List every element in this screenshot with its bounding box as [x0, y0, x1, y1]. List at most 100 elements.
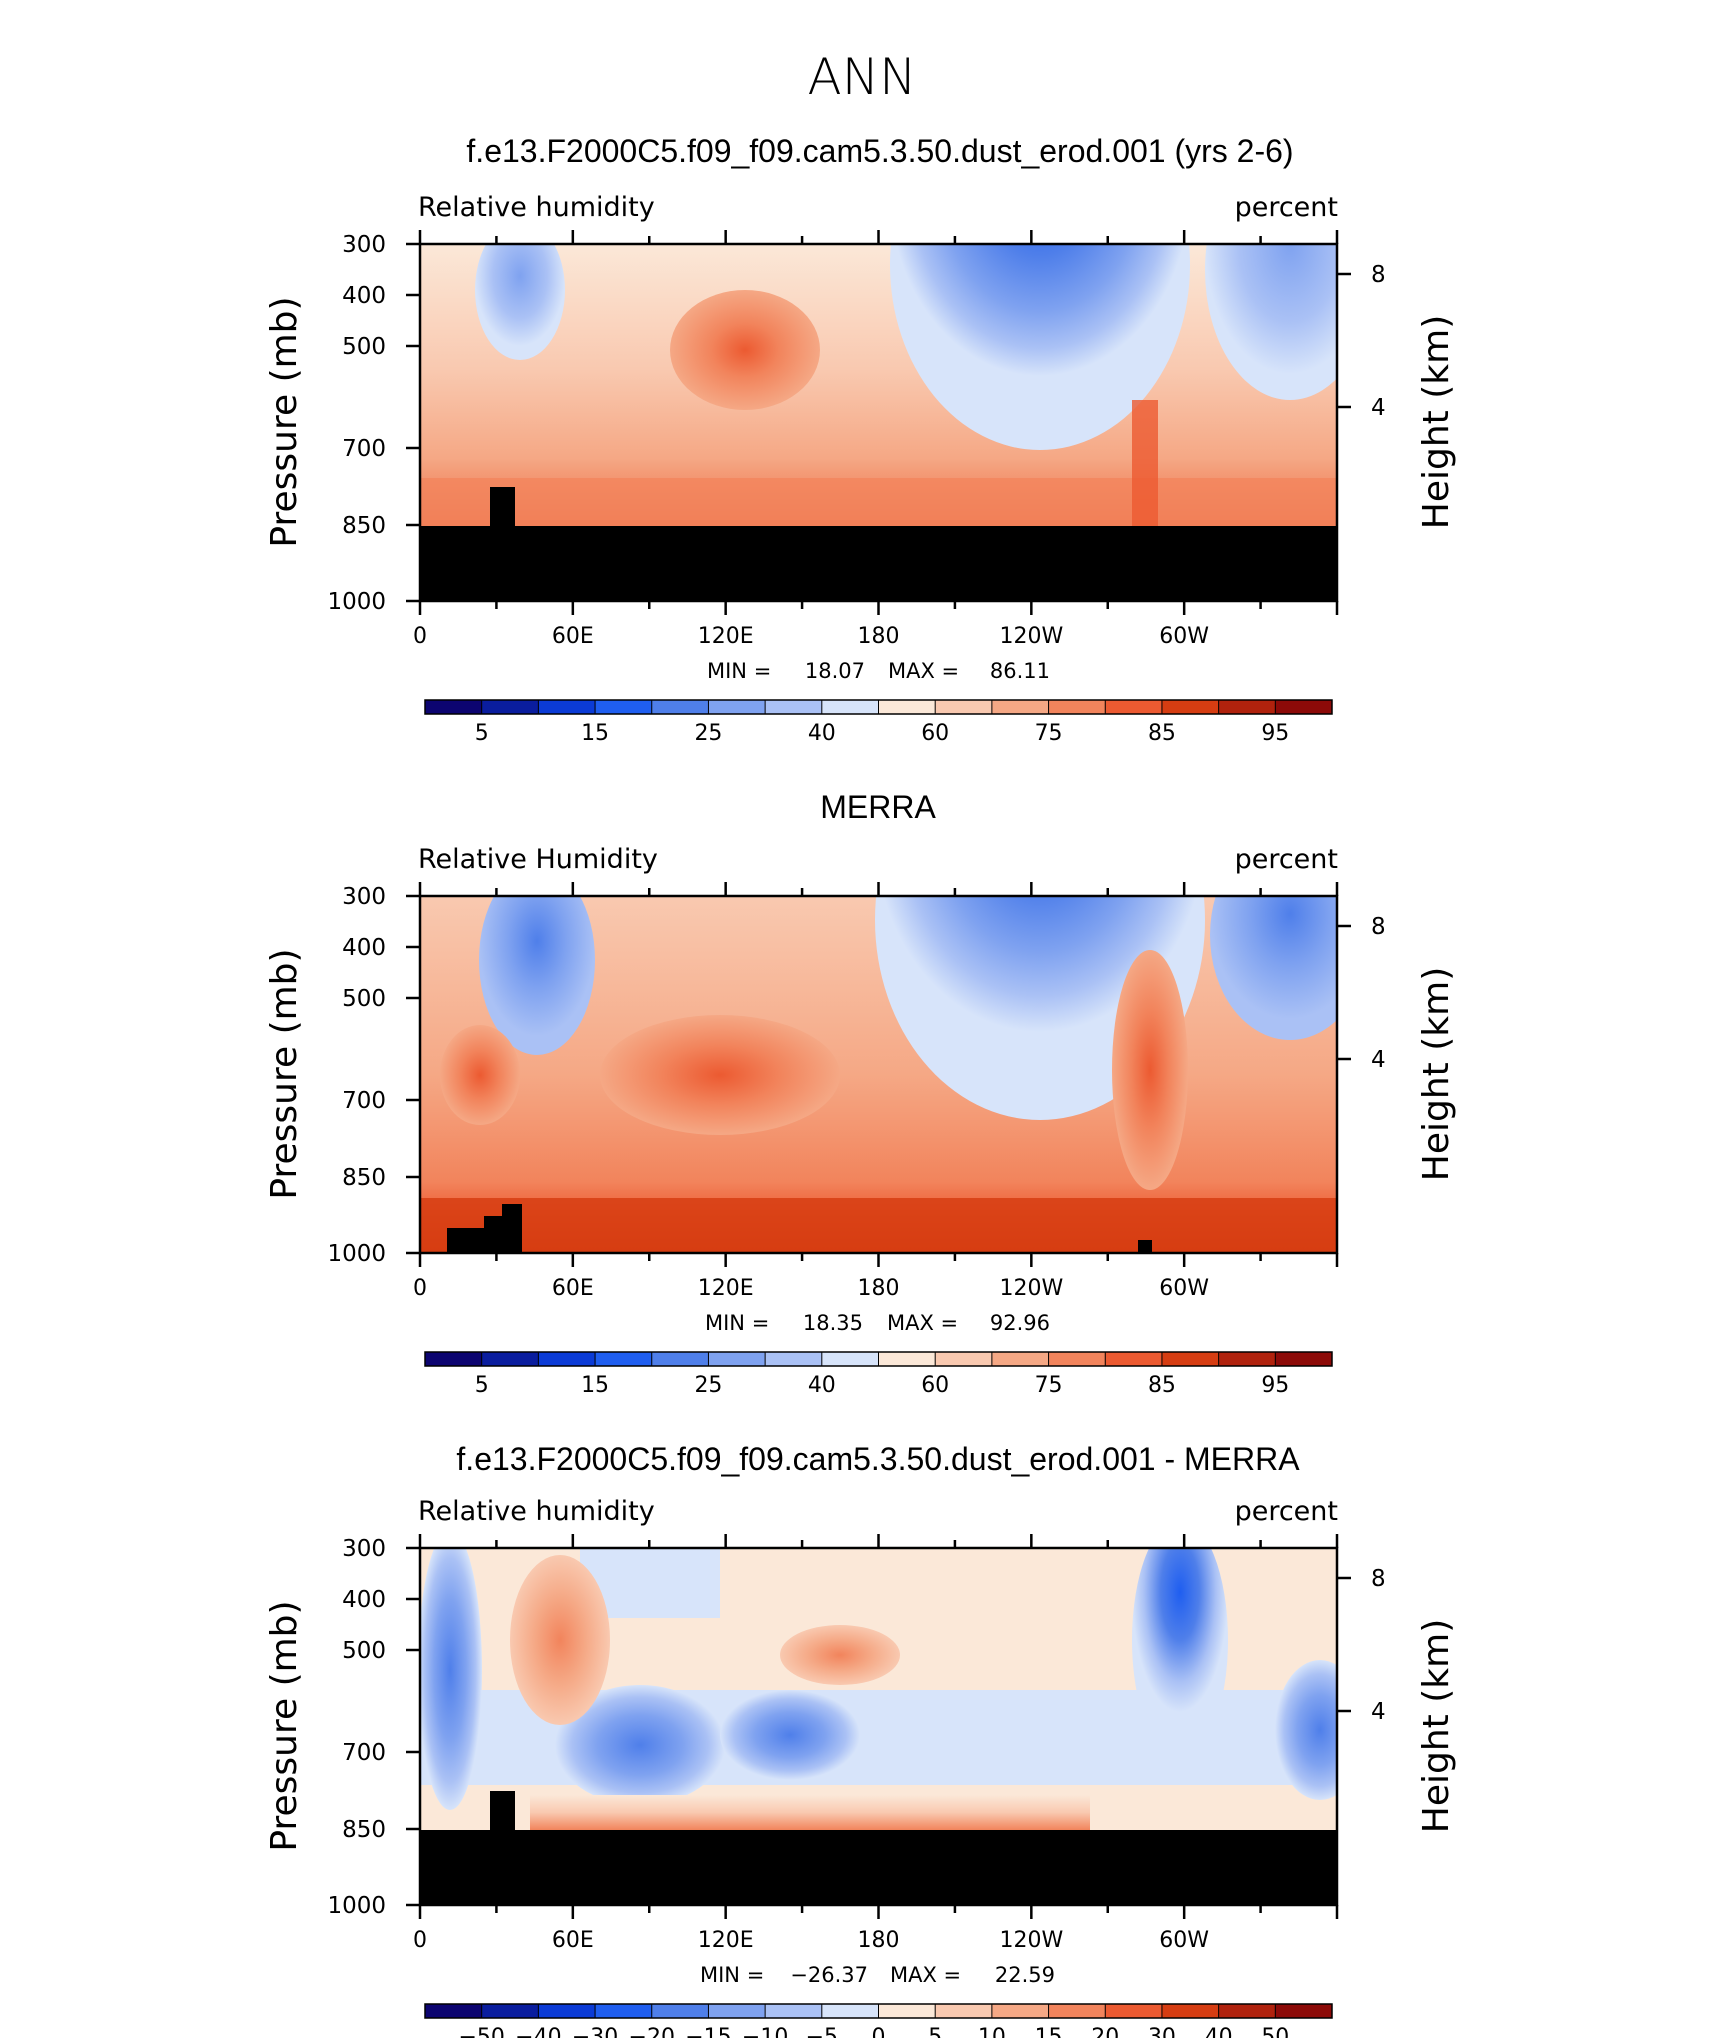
panel-2-topography-4 [1138, 1240, 1152, 1253]
panel-1-colorbar-label: 95 [1261, 721, 1289, 746]
panel-2-colorbar-label: 25 [694, 1373, 722, 1398]
panel-3-field [420, 1548, 1337, 1905]
panel-3-colorbar-label: 10 [978, 2025, 1006, 2038]
panel-1-colorbar-box [708, 700, 766, 714]
panel-3-colorbar-label: 40 [1205, 2025, 1233, 2038]
panel-1-colorbar-label: 60 [921, 721, 949, 746]
panel-1-colorbar-box [821, 700, 879, 714]
panel-2-andes-moist-blob [1112, 950, 1188, 1190]
panel-1-ylabel: Pressure (mb) [264, 296, 305, 547]
panel-1-maritime-moist-blob [670, 290, 820, 410]
panel-2: MERRA Relative Humidity percent Pressure… [264, 789, 1457, 1398]
panel-2-tick-labels: 0 60E 120E 180 120W 60W 300 400 500 700 850 1000 8 4 [327, 884, 1385, 1301]
figure-title: ANN [807, 48, 916, 106]
panel-3-colorbar-box [538, 2004, 596, 2018]
panel-3-y-tick-label: 850 [342, 1817, 386, 1843]
panel-2-y-tick-label: 300 [342, 884, 386, 910]
panel-1-field [420, 244, 1337, 601]
panel-2-colorbar-box [878, 1352, 936, 1366]
panel-1-colorbar-box [1275, 700, 1333, 714]
panel-2-field [420, 896, 1337, 1253]
panel-3-colorbar-label: 5 [928, 2025, 942, 2038]
panel-2-x-tick-label: 0 [413, 1276, 427, 1301]
panel-1-colorbar-box [1105, 700, 1163, 714]
panel-2-y-tick-label: 1000 [327, 1241, 386, 1267]
panel-1-africa-dry-blob [475, 244, 565, 360]
panel-2-colorbar-box [1218, 1352, 1276, 1366]
panel-3-ticks [406, 1534, 1351, 1919]
panel-2-colorbar-box [538, 1352, 596, 1366]
panel-3-y2-tick-label: 4 [1371, 1699, 1386, 1725]
panel-3-colorbar-box [1048, 2004, 1106, 2018]
panel-2-y2label: Height (km) [1416, 967, 1457, 1181]
panel-2-x-tick-label: 60W [1159, 1276, 1209, 1301]
panel-1-colorbar-box [878, 700, 936, 714]
panel-3-colorbar-box [878, 2004, 936, 2018]
panel-1-colorbar-box [595, 700, 653, 714]
panel-1-colorbar-box [765, 700, 823, 714]
panel-2-x-tick-label: 180 [858, 1276, 900, 1301]
panel-2-colorbar-label: 5 [475, 1373, 489, 1398]
panel-3-africa-negative-blob [420, 1548, 482, 1810]
panel-1-topography [490, 487, 515, 527]
panel-3-colorbar-label: 15 [1035, 2025, 1063, 2038]
panel-1-colorbar-box [481, 700, 539, 714]
panel-1-colorbar-box [935, 700, 993, 714]
panel-2-max-label: MAX = [887, 1311, 958, 1335]
panel-2-y-tick-label: 700 [342, 1088, 386, 1114]
panel-3-indian-positive-blob [780, 1625, 900, 1685]
panel-1-x-tick-label: 120W [999, 624, 1063, 649]
panel-2-atlantic-dry-blob [1210, 896, 1337, 1040]
panel-3-colorbar-label: −5 [806, 2025, 838, 2038]
panel-3-below-ground [420, 1830, 1337, 1905]
panel-2-colorbar-box [991, 1352, 1050, 1366]
panel-3-andes-negative-blob [1132, 1548, 1228, 1760]
panel-3-colorbar-box [1218, 2004, 1276, 2018]
panel-1-colorbar-label: 75 [1035, 721, 1063, 746]
panel-3-tick-labels: 0 60E 120E 180 120W 60W 300 400 500 700 850 1000 8 4 [327, 1536, 1385, 1953]
panel-1-colorbar-label: 5 [475, 721, 489, 746]
panel-3-x-tick-label: 180 [858, 1928, 900, 1953]
panel-1-colorbar-label: 15 [581, 721, 609, 746]
panel-3-colorbar-box [821, 2004, 879, 2018]
panel-2-y2-tick-label: 4 [1371, 1047, 1386, 1073]
panel-3-colorbar-label: −50 [458, 2025, 504, 2038]
panel-2-colorbar-label: 15 [581, 1373, 609, 1398]
panel-3-y-tick-label: 700 [342, 1740, 386, 1766]
panel-3-x-tick-label: 60E [552, 1928, 594, 1953]
panel-2-max-value: 92.96 [990, 1311, 1050, 1335]
panel-2-africa-dry-blob [479, 896, 595, 1055]
panel-3-colorbar-box [425, 2004, 483, 2018]
panel-2-colorbar-box [425, 1352, 483, 1366]
panel-1-y-tick-label: 850 [342, 513, 386, 539]
panel-1-tick-labels: 0 60E 120E 180 120W 60W 300 400 500 700 850 1000 8 4 [327, 232, 1385, 649]
panel-1-colorbar-box [1218, 700, 1276, 714]
panel-3-colorbar-label: 50 [1261, 2025, 1289, 2038]
panel-1-y-tick-label: 500 [342, 334, 386, 360]
panel-2-units: percent [1235, 844, 1338, 875]
panel-1-x-tick-label: 180 [858, 624, 900, 649]
panel-3-colorbar-label: −20 [629, 2025, 675, 2038]
panel-3-topography [490, 1791, 515, 1831]
panel-1-atlantic-dry-blob [1205, 244, 1337, 400]
panel-2-ylabel: Pressure (mb) [264, 948, 305, 1199]
panel-3-lower-positive-band [530, 1795, 1090, 1830]
panel-3-colorbar-box [935, 2004, 993, 2018]
panel-3-y-tick-label: 300 [342, 1536, 386, 1562]
panel-3: f.e13.F2000C5.f09_f09.cam5.3.50.dust_ero… [264, 1441, 1457, 2038]
panel-1-colorbar-label: 40 [808, 721, 836, 746]
panel-2-colorbar-label: 85 [1148, 1373, 1176, 1398]
panel-3-colorbar-label: 0 [872, 2025, 886, 2038]
panel-2-y-tick-label: 850 [342, 1165, 386, 1191]
panel-1: f.e13.F2000C5.f09_f09.cam5.3.50.dust_ero… [264, 133, 1457, 746]
panel-1-variable: Relative humidity [418, 192, 655, 223]
panel-3-title: f.e13.F2000C5.f09_f09.cam5.3.50.dust_ero… [456, 1441, 1300, 1477]
panel-2-colorbar-box [651, 1352, 709, 1366]
panel-1-x-tick-label: 60W [1159, 624, 1209, 649]
panel-2-colorbar: 5 15 25 40 60 75 85 95 [424, 1351, 1333, 1398]
panel-1-title: f.e13.F2000C5.f09_f09.cam5.3.50.dust_ero… [466, 133, 1293, 169]
panel-2-colorbar-box [1048, 1352, 1106, 1366]
panel-1-colorbar-box [991, 700, 1050, 714]
panel-3-min-label: MIN = [700, 1963, 764, 1987]
